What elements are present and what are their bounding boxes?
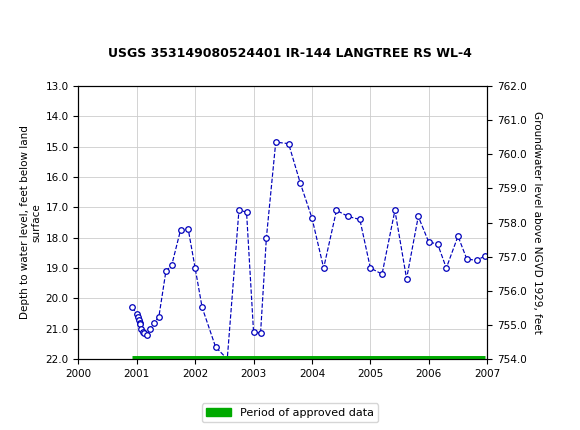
- Y-axis label: Depth to water level, feet below land
surface: Depth to water level, feet below land su…: [20, 126, 41, 319]
- Legend: Period of approved data: Period of approved data: [202, 403, 378, 422]
- Y-axis label: Groundwater level above NGVD 1929, feet: Groundwater level above NGVD 1929, feet: [532, 111, 542, 334]
- Text: ▒USGS: ▒USGS: [7, 10, 53, 28]
- Text: USGS 353149080524401 IR-144 LANGTREE RS WL-4: USGS 353149080524401 IR-144 LANGTREE RS …: [108, 47, 472, 60]
